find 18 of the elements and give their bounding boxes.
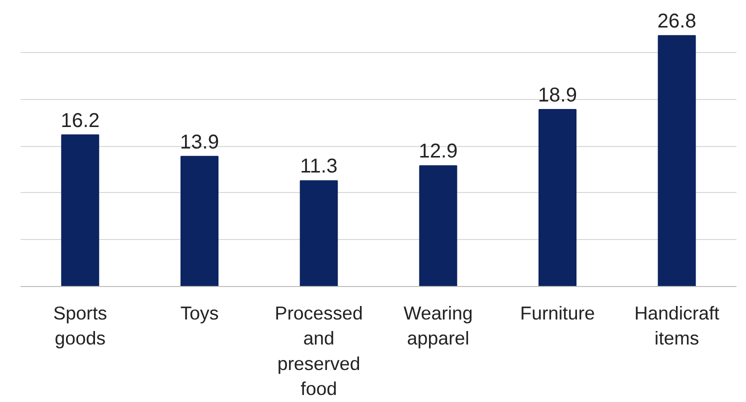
x-tick-label: Handicraft items	[634, 302, 720, 349]
data-label: 11.3	[300, 156, 338, 178]
x-tick-label: Wearing apparel	[404, 302, 473, 349]
x-tick-label: Toys	[180, 302, 219, 324]
bar	[61, 134, 100, 286]
x-tick-label: Sports goods	[53, 302, 108, 349]
data-label: 26.8	[657, 10, 696, 33]
data-label: 18.9	[538, 84, 577, 107]
data-label: 16.2	[60, 110, 100, 132]
bar	[180, 156, 218, 286]
bar	[419, 165, 458, 286]
data-label: 13.9	[180, 131, 219, 154]
data-label: 12.9	[418, 140, 458, 163]
bar	[658, 35, 696, 286]
bar	[300, 180, 338, 286]
x-tick-label: Processed and preserved food	[274, 302, 363, 400]
x-tick-label: Furniture	[520, 302, 595, 324]
bar	[538, 109, 576, 286]
